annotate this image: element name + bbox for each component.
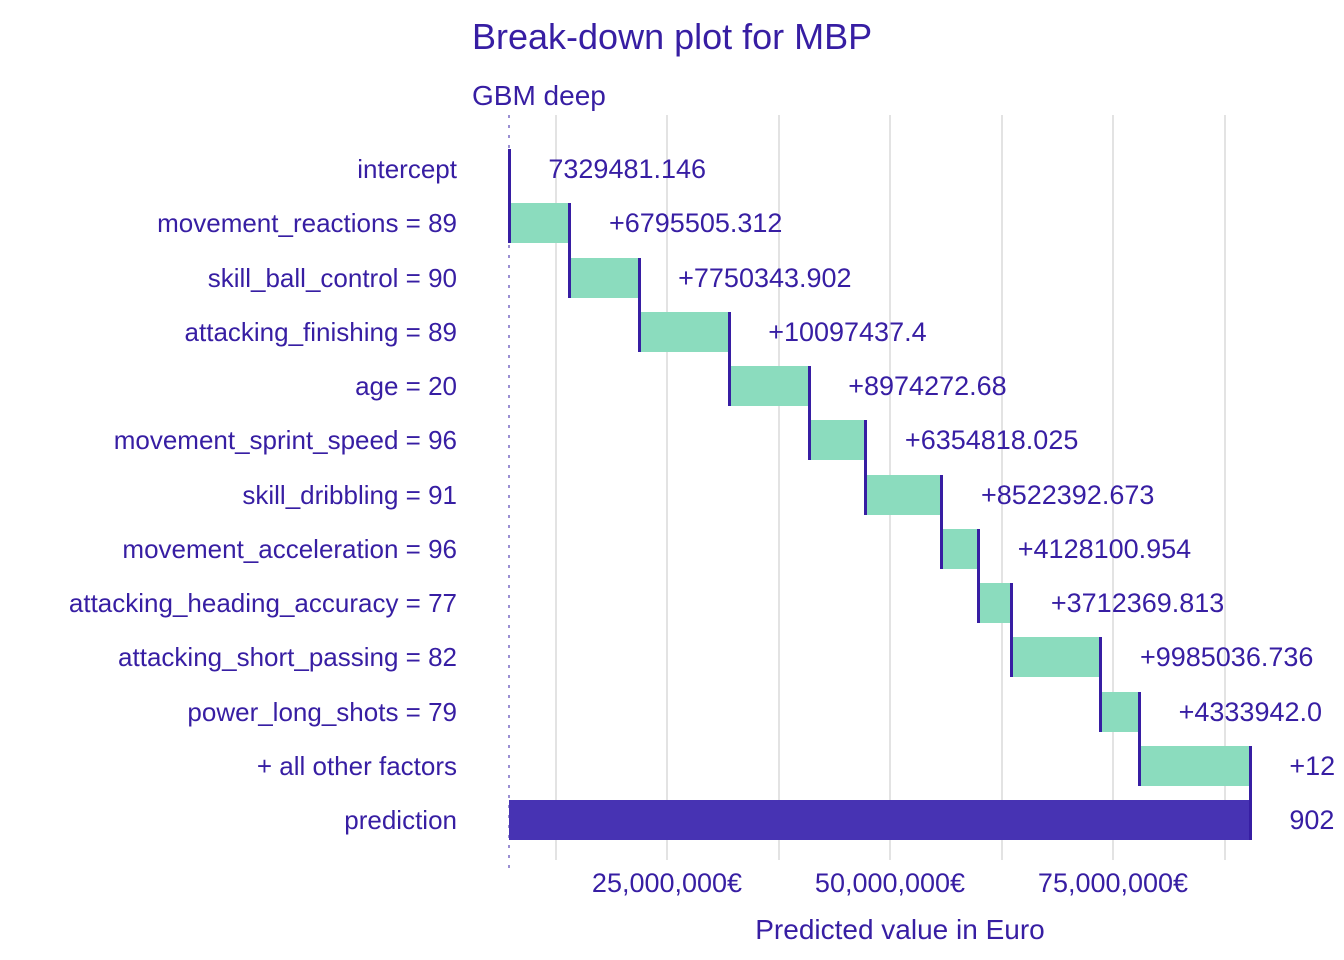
- y-axis-label: skill_dribbling = 91: [242, 479, 457, 510]
- x-axis-title: Predicted value in Euro: [755, 914, 1045, 945]
- y-axis-label: attacking_short_passing = 82: [118, 642, 457, 673]
- connector-line: [864, 420, 868, 515]
- contribution-bar: [941, 528, 979, 569]
- y-axis-label: prediction: [344, 805, 457, 835]
- chart-title: Break-down plot for MBP: [472, 16, 873, 57]
- contribution-bar: [978, 583, 1012, 623]
- connector-line: [507, 149, 511, 244]
- y-axis-label: skill_ball_control = 90: [207, 262, 457, 293]
- contribution-bar: [1139, 745, 1251, 786]
- value-label: +9985036.736: [1139, 642, 1314, 673]
- value-label: +3712369.813: [1050, 588, 1225, 618]
- value-label: +7750343.902: [678, 262, 852, 293]
- chart-subtitle: GBM deep: [472, 80, 606, 111]
- x-tick-label: 75,000,000€: [1037, 868, 1189, 898]
- connector-line: [807, 366, 811, 461]
- value-label: +8974272.68: [848, 371, 1007, 401]
- gridline: [1112, 115, 1114, 860]
- y-axis-label: power_long_shots = 79: [187, 696, 457, 727]
- value-label: +10097437.4: [768, 316, 927, 347]
- baseline-dotted-line: [508, 115, 511, 868]
- value-label: +12: [1289, 750, 1336, 781]
- value-label: +6354818.025: [904, 425, 1079, 456]
- contribution-bar: [569, 257, 640, 298]
- value-label: 7329481.146: [548, 154, 707, 184]
- y-axis-label: age = 20: [355, 371, 457, 401]
- contribution-bar: [509, 203, 570, 244]
- y-axis-label: movement_sprint_speed = 96: [113, 425, 457, 456]
- contribution-bar: [865, 474, 942, 515]
- contribution-bar: [729, 366, 810, 406]
- connector-line: [1010, 583, 1014, 678]
- connector-line: [637, 257, 641, 352]
- y-axis-label: intercept: [357, 154, 457, 184]
- connector-line: [940, 474, 944, 569]
- value-label: 902: [1289, 805, 1335, 835]
- connector-line: [977, 528, 981, 623]
- gridline: [1223, 115, 1226, 860]
- gridline: [1000, 115, 1003, 860]
- connector-line: [1099, 637, 1103, 732]
- contribution-bar: [1100, 691, 1140, 732]
- contribution-bar: [809, 420, 866, 461]
- connector-line: [568, 203, 572, 298]
- value-label: +6795505.312: [608, 208, 783, 239]
- contribution-bar: [639, 311, 730, 352]
- value-label: +4333942.0: [1178, 696, 1323, 727]
- y-axis-label: attacking_finishing = 89: [184, 316, 457, 347]
- value-label: +4128100.954: [1017, 533, 1192, 564]
- prediction-bar: [509, 800, 1251, 840]
- y-axis-label: + all other factors: [256, 750, 457, 781]
- connector-line: [727, 311, 731, 406]
- y-axis-label: movement_reactions = 89: [157, 208, 457, 239]
- gridline: [554, 115, 557, 860]
- value-label: +8522392.673: [980, 479, 1155, 510]
- gridline: [777, 115, 780, 860]
- y-axis-label: attacking_heading_accuracy = 77: [68, 588, 457, 618]
- x-tick-label: 50,000,000€: [814, 868, 966, 898]
- connector-line: [1138, 691, 1142, 786]
- gridline: [666, 115, 668, 860]
- connector-line: [1248, 745, 1252, 840]
- y-axis-label: movement_acceleration = 96: [122, 533, 457, 564]
- contribution-bar: [1011, 637, 1101, 678]
- x-tick-label: 25,000,000€: [591, 868, 743, 898]
